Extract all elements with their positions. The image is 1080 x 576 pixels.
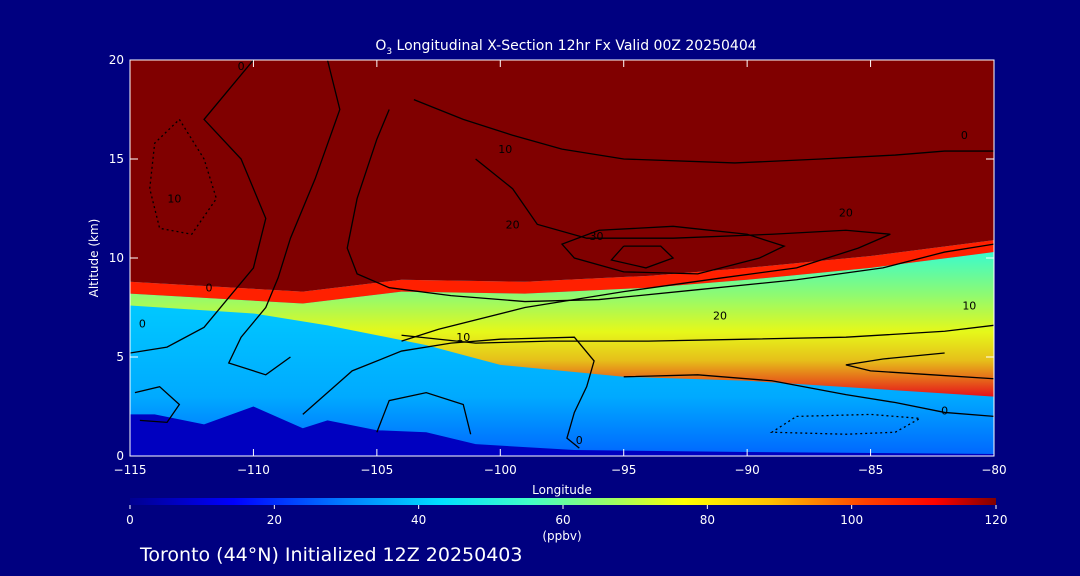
contour-label: 10 [456,331,470,344]
contour-line-negative [769,413,923,435]
x-tick-label: −100 [484,463,517,477]
y-tick-label: 15 [109,152,124,166]
x-axis: −115 −110 −105 −100 −95 −90 −85 −80 [114,60,1007,477]
x-tick-label: −115 [114,463,147,477]
colorbar [130,498,996,505]
chart-title: O3 Longitudinal X-Section 12hr Fx Valid … [375,38,756,57]
contour-line [130,60,267,354]
colorbar-tick-label: 20 [267,513,282,527]
contour-label: 0 [941,404,948,417]
x-tick-label: −80 [981,463,1006,477]
colorbar-units: (ppbv) [542,529,581,543]
contour-label: 20 [713,309,727,322]
colorbar-ticks: 0 20 40 60 80 100 120 [126,505,1007,527]
contour-label: 10 [498,143,512,156]
contour-line [623,374,994,418]
x-tick-label: −95 [611,463,636,477]
contour-line [376,391,472,435]
contour-label: 10 [962,299,976,312]
contour-line [227,60,341,376]
contour-label: 0 [961,129,968,142]
mid-troposphere-ozone-band [130,252,994,397]
contour-line [610,245,675,269]
x-tick-label: −105 [360,463,393,477]
ozone-contour-lines [130,60,994,449]
x-tick-label: −85 [858,463,883,477]
colorbar-tick-label: 60 [555,513,570,527]
contour-label: 0 [238,60,245,73]
contour-label: 0 [205,282,212,295]
x-tick-label: −90 [734,463,759,477]
contour-line [302,336,595,449]
contour-line [401,324,994,344]
y-tick-label: 20 [109,53,124,67]
x-axis-label: Longitude [532,483,592,497]
y-axis: 0 5 10 15 20 [109,53,994,463]
contour-line [401,158,891,342]
contour-line [346,109,994,303]
colorbar-tick-label: 100 [840,513,863,527]
footer-caption: Toronto (44°N) Initialized 12Z 20250403 [139,544,523,566]
colorbar-tick-label: 0 [126,513,134,527]
contour-label: 30 [590,230,604,243]
y-tick-label: 0 [116,449,124,463]
contour-label: 0 [139,317,146,330]
y-tick-label: 10 [109,251,124,265]
contour-line [560,225,786,275]
x-tick-label: −110 [237,463,270,477]
contour-line [845,352,994,380]
contour-line [413,98,994,164]
contour-label: 0 [576,434,583,447]
y-axis-label: Altitude (km) [87,219,101,298]
contour-labels: 0 0 10 0 10 20 10 30 20 20 10 0 0 0 [139,60,976,447]
y-tick-label: 5 [116,350,124,364]
colorbar-tick-label: 80 [700,513,715,527]
contour-label: 20 [839,206,853,219]
contour-label: 10 [167,193,181,206]
colorbar-tick-label: 40 [411,513,426,527]
terrain-silhouette [130,406,994,456]
tropopause-gradient-band [130,240,994,304]
plot-area: 0 0 10 0 10 20 10 30 20 20 10 0 0 0 [130,60,994,456]
contour-line [134,385,181,424]
colorbar-tick-label: 120 [985,513,1008,527]
contour-label: 20 [506,218,520,231]
